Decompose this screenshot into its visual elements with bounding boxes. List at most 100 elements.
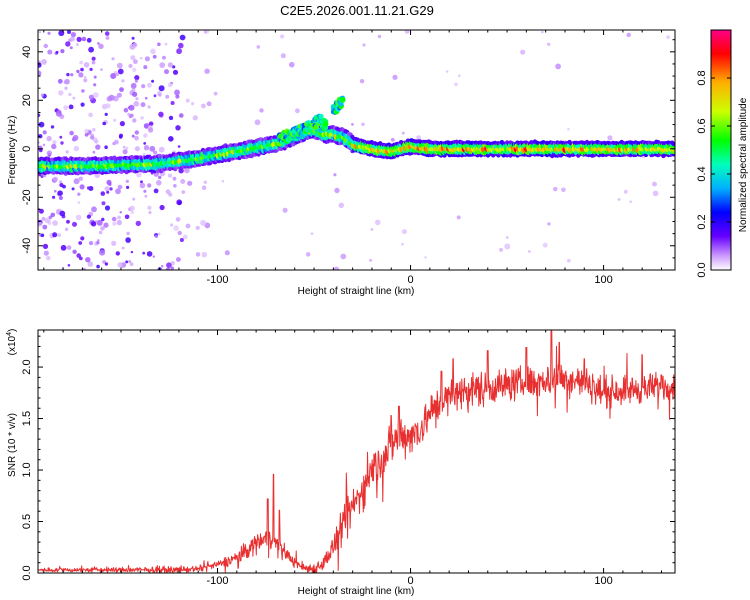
spectrogram-noise-dot <box>66 245 72 250</box>
spectrogram-noise-dot <box>143 65 148 70</box>
spectrogram-noise-dot <box>542 242 548 248</box>
spectrogram-noise-dot <box>213 91 218 96</box>
spectrogram-noise-dot <box>70 31 76 38</box>
spectrogram-noise-dot <box>160 264 164 268</box>
spectrogram-noise-dot <box>76 43 79 46</box>
spectrogram-noise-dot <box>83 78 88 83</box>
spectrogram-noise-dot <box>116 92 122 98</box>
spectrogram-noise-dot <box>176 199 183 206</box>
spectrogram-noise-dot <box>617 198 621 201</box>
spectrogram-noise-dot <box>401 242 404 246</box>
snr-panel: -100 0 100 0.0 0.5 1.0 1.5 2.0 Height of strai… <box>6 329 676 597</box>
spectrogram-noise-dot <box>167 62 173 68</box>
spectrogram-noise-dot <box>52 220 58 226</box>
spectrogram-y-tick-label: 40 <box>21 46 33 58</box>
spectrogram-noise-dot <box>157 232 161 236</box>
spectrogram-noise-dot <box>259 108 264 113</box>
spectrogram-noise-dot <box>79 184 85 190</box>
spectrogram-noise-dot <box>204 68 210 74</box>
spectrogram-noise-dot <box>143 133 148 138</box>
spectrogram-noise-dot <box>140 116 144 120</box>
spectrogram-noise-dot <box>102 260 106 264</box>
spectrogram-noise-dot <box>50 212 56 218</box>
spectrogram-noise-dot <box>54 189 57 193</box>
spectrogram-panel: -100 0 100 -40 -20 0 20 40 Height of straight … <box>7 29 676 297</box>
spectrogram-noise-dot <box>38 31 42 34</box>
colorbar: 0.0 0.2 0.4 0.6 0.8 Normalized spectral ampl… <box>696 29 749 278</box>
spectrogram-noise-dot <box>148 121 154 127</box>
spectrogram-noise-dot <box>201 185 207 190</box>
spectrogram-noise-dot <box>185 98 190 103</box>
spectrogram-noise-dot <box>131 36 135 40</box>
spectrogram-noise-dot <box>221 179 225 183</box>
spectrogram-noise-dot <box>100 68 103 71</box>
spectrogram-noise-dot <box>623 189 628 194</box>
spectrogram-noise-dot <box>79 60 84 65</box>
spectrogram-noise-dot <box>553 186 558 192</box>
spectrogram-noise-dot <box>73 145 80 152</box>
spectrogram-noise-dot <box>125 237 131 243</box>
spectrogram-noise-dot <box>42 224 48 230</box>
spectrogram-noise-dot <box>69 130 74 136</box>
spectrogram-noise-dot <box>666 35 670 40</box>
spectrogram-noise-dot <box>359 79 365 84</box>
spectrogram-noise-dot <box>567 127 570 131</box>
spectrogram-noise-dot <box>91 56 96 61</box>
spectrogram-noise-dot <box>153 150 158 155</box>
spectrogram-noise-dot <box>101 217 105 222</box>
spectrogram-noise-dot <box>142 251 146 255</box>
spectrogram-noise-dot <box>165 94 170 99</box>
spectrogram-noise-dot <box>41 59 47 65</box>
colorbar-label: Normalized spectral amplitude <box>738 97 749 232</box>
spectrogram-noise-dot <box>72 96 76 100</box>
spectrogram-noise-dot <box>104 145 108 149</box>
spectrogram-noise-dot <box>158 146 165 153</box>
spectrogram-noise-dot <box>41 216 46 221</box>
spectrogram-noise-dot <box>111 216 117 222</box>
spectrogram-noise-dot <box>47 49 53 55</box>
spectrogram-noise-dot <box>83 62 90 68</box>
spectrogram-noise-dot <box>130 210 134 214</box>
spectrogram-noise-dot <box>134 130 139 135</box>
spectrogram-noise-dot <box>39 148 43 153</box>
spectrogram-noise-dot <box>102 121 106 126</box>
spectrogram-noise-dot <box>90 221 97 227</box>
spectrogram-noise-dot <box>126 185 130 189</box>
spectrogram-noise-dot <box>607 135 613 141</box>
spectrogram-noise-dot <box>203 30 207 34</box>
spectrogram-noise-dot <box>88 241 94 246</box>
spectrogram-noise-dot <box>55 50 59 54</box>
spectrogram-noise-dot <box>167 82 173 88</box>
spectrogram-noise-dot <box>115 188 121 195</box>
spectrogram-noise-dot <box>289 61 295 68</box>
spectrogram-noise-dot <box>139 182 146 189</box>
spectrogram-noise-dot <box>60 244 67 251</box>
spectrogram-noise-dot <box>52 195 56 199</box>
spectrogram-noise-dot <box>80 67 84 72</box>
spectrogram-noise-dot <box>58 90 64 96</box>
spectrogram-noise-dot <box>142 152 146 156</box>
spectrogram-ridge-cell <box>671 141 675 147</box>
spectrogram-noise-dot <box>143 189 147 193</box>
spectrogram-noise-dot <box>404 30 410 34</box>
spectrogram-noise-dot <box>42 143 46 147</box>
spectrogram-noise-dot <box>80 236 85 241</box>
spectrogram-noise-dot <box>88 112 93 118</box>
snr-y-tick-label: 1.0 <box>21 462 33 477</box>
spectrogram-noise-dot <box>46 150 53 156</box>
snr-x-tick-label: 0 <box>407 575 413 587</box>
spectrogram-noise-dot <box>144 56 150 62</box>
spectrogram-noise-dot <box>42 130 47 135</box>
spectrogram-noise-dot <box>90 135 95 140</box>
spectrogram-noise-dot <box>520 49 526 55</box>
spectrogram-noise-dot <box>168 115 174 121</box>
spectrogram-noise-dot <box>148 127 154 133</box>
spectrogram-noise-dot <box>224 250 230 256</box>
spectrogram-noise-dot <box>652 181 657 187</box>
spectrogram-noise-dot <box>83 75 87 79</box>
spectrogram-noise-dot <box>81 36 87 42</box>
spectrogram-noise-dot <box>121 79 125 83</box>
spectrogram-x-tick-label: -100 <box>207 274 229 286</box>
spectrogram-noise-dot <box>64 227 69 231</box>
spectrogram-noise-dot <box>203 180 207 184</box>
